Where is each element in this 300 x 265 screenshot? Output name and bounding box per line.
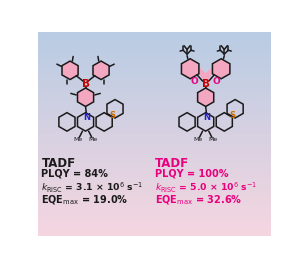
Text: O: O	[191, 77, 199, 86]
Text: EQE$_{\rm{max}}$ = 19.0%: EQE$_{\rm{max}}$ = 19.0%	[41, 193, 129, 207]
Text: PLQY = 84%: PLQY = 84%	[41, 169, 108, 179]
Text: B: B	[82, 79, 90, 89]
Text: Me: Me	[193, 137, 203, 142]
Text: S: S	[230, 111, 236, 120]
Polygon shape	[62, 61, 78, 80]
Polygon shape	[182, 59, 199, 79]
Polygon shape	[196, 64, 215, 83]
Text: N: N	[203, 113, 210, 122]
Polygon shape	[212, 59, 230, 79]
Text: Me: Me	[73, 137, 83, 142]
Text: O: O	[213, 77, 220, 86]
Polygon shape	[198, 88, 214, 107]
Text: TADF: TADF	[41, 157, 76, 170]
Text: TADF: TADF	[155, 157, 189, 170]
Polygon shape	[77, 88, 94, 107]
Text: $\mathit{k}_{\rm{RISC}}$ = 3.1 × 10$^{6}$ s$^{-1}$: $\mathit{k}_{\rm{RISC}}$ = 3.1 × 10$^{6}…	[41, 181, 144, 195]
Polygon shape	[93, 61, 109, 80]
Text: $\mathit{k}_{\rm{RISC}}$ = 5.0 × 10$^{6}$ s$^{-1}$: $\mathit{k}_{\rm{RISC}}$ = 5.0 × 10$^{6}…	[155, 181, 258, 195]
Text: S: S	[110, 111, 116, 120]
Text: B: B	[202, 79, 210, 89]
Text: N: N	[83, 113, 90, 122]
Text: Me: Me	[209, 137, 218, 142]
Text: PLQY = 100%: PLQY = 100%	[155, 169, 229, 179]
Text: EQE$_{\rm{max}}$ = 32.6%: EQE$_{\rm{max}}$ = 32.6%	[155, 193, 243, 207]
Text: Me: Me	[89, 137, 98, 142]
